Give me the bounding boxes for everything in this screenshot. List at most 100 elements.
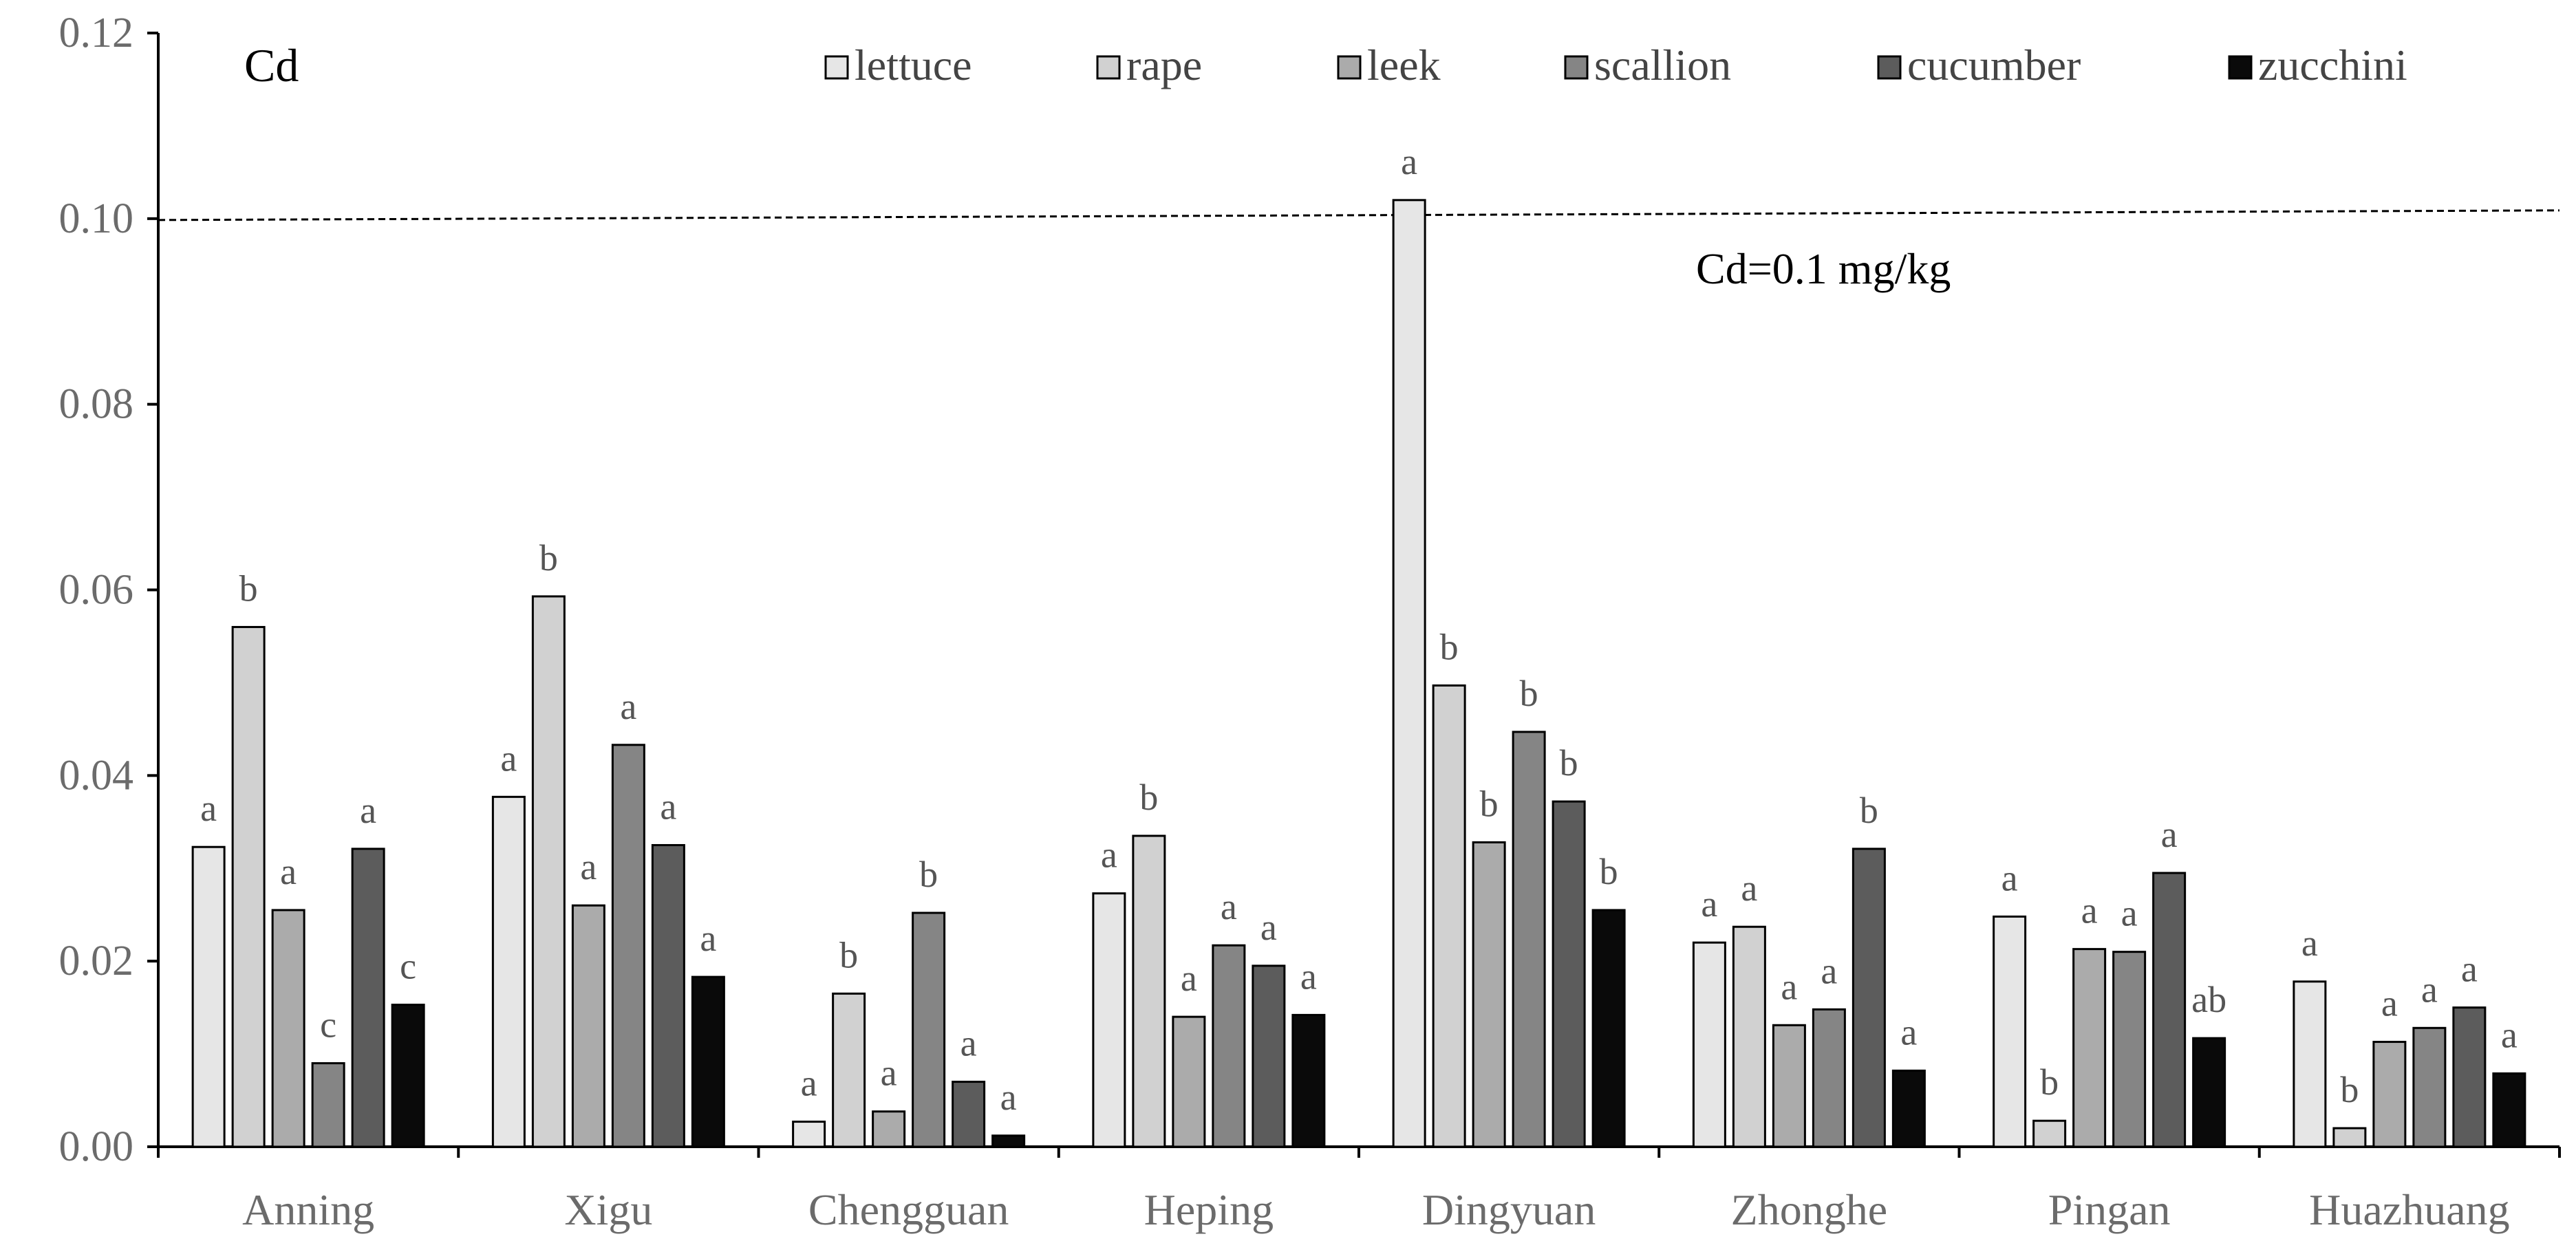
significance-letter: b	[1520, 673, 1538, 714]
bar-lettuce-pingan	[1993, 915, 2027, 1148]
bar-leek-chengguan	[872, 1110, 906, 1148]
significance-letter: a	[1221, 886, 1237, 927]
bar-zucchini-xigu	[691, 975, 725, 1148]
bar-leek-pingan	[2072, 948, 2107, 1148]
legend-swatch-zucchini	[2228, 55, 2253, 80]
significance-letter: a	[580, 846, 597, 887]
legend-label-leek: leek	[1367, 41, 1441, 89]
significance-letter: a	[1900, 1011, 1917, 1053]
legend-label-cucumber: cucumber	[1907, 41, 2081, 89]
y-tick-label: 0.00	[59, 1123, 134, 1170]
significance-letter: a	[881, 1053, 897, 1094]
x-category-label: Pingan	[2048, 1185, 2171, 1234]
significance-letter: a	[500, 737, 517, 779]
reference-line-label: Cd=0.1 mg/kg	[1696, 244, 1951, 293]
reference-line-group: Cd=0.1 mg/kg	[158, 209, 2560, 293]
bar-rape-huazhuang	[2332, 1127, 2367, 1148]
bars	[191, 199, 2526, 1148]
bar-rape-dingyuan	[1432, 684, 1466, 1148]
significance-letter: a	[700, 918, 716, 959]
significance-letter: a	[960, 1023, 977, 1064]
bar-scallion-chengguan	[912, 911, 946, 1148]
significance-letter: a	[2161, 814, 2178, 855]
significance-letter: a	[1701, 883, 1717, 925]
y-tick-label: 0.04	[59, 752, 134, 799]
x-category-label: Dingyuan	[1422, 1185, 1596, 1234]
y-tick-label: 0.10	[59, 195, 134, 242]
bar-rape-anning	[231, 625, 266, 1148]
bar-lettuce-dingyuan	[1392, 199, 1426, 1148]
y-tick-label: 0.06	[59, 567, 134, 614]
x-category-label: Chengguan	[808, 1185, 1009, 1234]
significance-letter: ab	[2191, 979, 2226, 1020]
bar-lettuce-chengguan	[792, 1121, 826, 1148]
bar-rape-heping	[1132, 834, 1166, 1148]
x-category-label: Zhonghe	[1731, 1185, 1888, 1234]
legend-swatch-leek	[1337, 55, 1362, 80]
significance-letter: b	[1860, 790, 1878, 831]
y-tick-label: 0.08	[59, 381, 134, 428]
significance-letter: a	[2301, 922, 2318, 964]
significance-letter: a	[1000, 1077, 1017, 1118]
bar-leek-anning	[271, 909, 305, 1148]
significance-letter: a	[1401, 141, 1417, 182]
significance-letter: a	[2121, 893, 2138, 934]
significance-letter: a	[2501, 1014, 2518, 1055]
significance-letter: b	[919, 854, 938, 895]
bar-leek-xigu	[571, 904, 605, 1148]
significance-letter: a	[280, 851, 297, 892]
significance-letter: b	[1560, 742, 1578, 784]
bar-leek-dingyuan	[1472, 841, 1506, 1148]
significance-letter: a	[1781, 966, 1797, 1007]
bar-leek-huazhuang	[2372, 1041, 2407, 1148]
significance-letter: a	[2381, 983, 2398, 1024]
bar-rape-xigu	[531, 595, 566, 1148]
significance-letter: a	[660, 786, 676, 828]
bar-scallion-dingyuan	[1512, 731, 1546, 1148]
legend-swatch-lettuce	[824, 55, 849, 80]
x-category-label: Xigu	[564, 1185, 652, 1234]
bar-scallion-heping	[1212, 944, 1246, 1148]
legend-swatch-scallion	[1564, 55, 1589, 80]
significance-letter: a	[360, 790, 376, 831]
significance-letter: a	[1821, 950, 1837, 991]
bar-scallion-anning	[311, 1062, 345, 1148]
bar-cucumber-huazhuang	[2452, 1006, 2487, 1148]
significance-letter: a	[1181, 958, 1197, 999]
y-axis: 0.00 0.02 0.04 0.06 0.08 0.10 0.12	[59, 10, 160, 1170]
significance-letter: a	[2421, 969, 2438, 1010]
significance-letter: b	[1440, 626, 1459, 667]
significance-letter: b	[1480, 783, 1499, 824]
significance-letter: b	[1600, 851, 1618, 892]
x-category-label: Heping	[1144, 1185, 1274, 1234]
bar-leek-heping	[1172, 1015, 1206, 1148]
legend-swatch-cucumber	[1877, 55, 1902, 80]
bar-zucchini-heping	[1291, 1013, 1326, 1148]
bar-zucchini-pingan	[2192, 1037, 2226, 1148]
significance-letter: a	[801, 1063, 817, 1104]
bar-zucchini-zhonghe	[1891, 1069, 1926, 1148]
significance-letter: a	[2461, 949, 2478, 990]
x-axis: Anning Xigu Chengguan Heping Dingyuan Zhonghe…	[157, 1145, 2561, 1234]
bar-zucchini-dingyuan	[1591, 909, 1626, 1148]
legend-label-zucchini: zucchini	[2258, 41, 2407, 89]
legend-label-scallion: scallion	[1594, 41, 1731, 89]
significance-letter: a	[2001, 857, 2018, 898]
bar-cucumber-heping	[1252, 964, 1286, 1148]
significance-letter: b	[2340, 1069, 2359, 1110]
significance-letter: a	[1101, 834, 1117, 876]
significance-letter: a	[620, 686, 636, 727]
bar-cucumber-dingyuan	[1552, 800, 1586, 1148]
bar-lettuce-xigu	[491, 795, 526, 1148]
bar-scallion-zhonghe	[1812, 1008, 1846, 1148]
significance-letter: c	[320, 1004, 336, 1046]
legend-label-lettuce: lettuce	[855, 41, 972, 89]
legend: lettuce rape leek scallion cucumber zucchini	[824, 41, 2407, 89]
bar-scallion-xigu	[611, 744, 645, 1148]
significance-letter: b	[839, 934, 858, 975]
bar-cucumber-anning	[351, 848, 385, 1148]
legend-swatch-rape	[1096, 55, 1121, 80]
bar-rape-pingan	[2032, 1119, 2067, 1148]
